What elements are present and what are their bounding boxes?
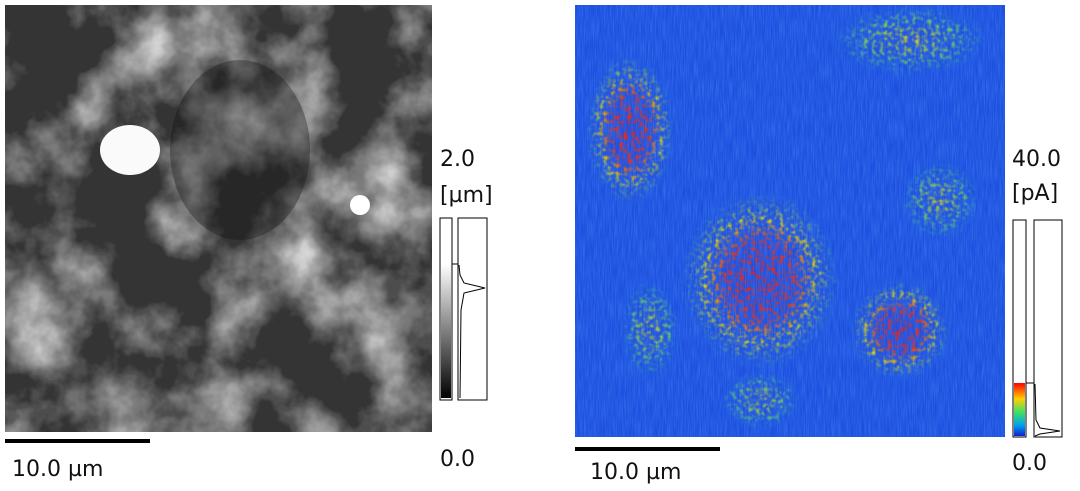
histogram	[1034, 383, 1061, 437]
scale-label: 10.0 µm	[590, 460, 681, 485]
scale-label: 10.0 µm	[12, 457, 103, 482]
histogram-frame	[457, 217, 488, 401]
topography-image	[5, 5, 432, 432]
colorbar-min: 0.0	[440, 447, 475, 472]
colorbar-frame	[439, 217, 453, 401]
colorbar-unit: [µm]	[440, 183, 493, 208]
colorbar	[1014, 383, 1025, 436]
colorbar-frame	[1012, 219, 1027, 438]
colorbar	[441, 264, 451, 398]
current-image	[575, 5, 1005, 437]
colorbar-min: 0.0	[1012, 451, 1047, 476]
histogram-frame	[1033, 219, 1063, 438]
colorbar-max: 2.0	[440, 147, 475, 172]
colorbar-max: 40.0	[1012, 147, 1061, 172]
colorbar-unit: [pA]	[1012, 181, 1058, 206]
histogram	[458, 264, 486, 399]
